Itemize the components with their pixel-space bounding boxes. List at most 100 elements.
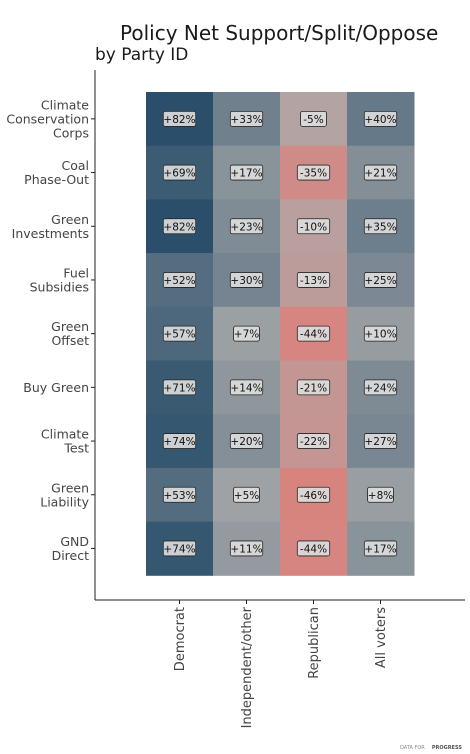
column-label: Republican bbox=[307, 607, 322, 679]
cell-label-box bbox=[363, 433, 398, 449]
cell-label-box bbox=[162, 110, 197, 127]
credit: DATA FOR PROGRESS bbox=[400, 734, 462, 753]
cell-value-label: +23% bbox=[230, 221, 262, 233]
cell-value-label: -22% bbox=[300, 436, 327, 448]
cell-value-label: -44% bbox=[300, 329, 327, 341]
row-label: Green bbox=[51, 212, 89, 227]
row-labels: ClimateConservationCorpsCoalPhase-OutGre… bbox=[6, 97, 89, 563]
cell-value-label: +7% bbox=[234, 329, 259, 341]
cell-value-label: +53% bbox=[163, 490, 195, 502]
cell-label-box bbox=[296, 272, 331, 288]
cell-value-label: +35% bbox=[364, 221, 396, 233]
cell-value-label: -35% bbox=[300, 168, 327, 180]
cell-value-label: +21% bbox=[364, 168, 396, 180]
cell-label-box bbox=[296, 218, 331, 235]
cell-value-label: +17% bbox=[230, 168, 262, 180]
row-label: Buy Green bbox=[23, 380, 89, 395]
cell-label-box bbox=[296, 325, 331, 342]
cell-value-label: +57% bbox=[163, 329, 195, 341]
cell-value-label: +5% bbox=[234, 490, 259, 502]
cell-value-label: +10% bbox=[364, 329, 396, 341]
row-label: Test bbox=[63, 441, 89, 456]
cell-label-box bbox=[162, 272, 197, 288]
column-label: Independent/other bbox=[240, 606, 255, 728]
row-label: Liability bbox=[40, 494, 89, 509]
row-label: Coal bbox=[61, 158, 89, 173]
cell-label-box bbox=[300, 110, 327, 127]
row-label: Offset bbox=[51, 333, 89, 348]
cell-label-box bbox=[162, 218, 197, 235]
cell-label-box bbox=[367, 486, 394, 503]
row-label: Subsidies bbox=[30, 279, 89, 294]
row-label: Green bbox=[51, 319, 89, 334]
cell-label-box bbox=[296, 486, 331, 503]
cell-label-box bbox=[233, 325, 260, 342]
axes bbox=[91, 70, 465, 604]
cell-label-box bbox=[162, 433, 197, 449]
cell-value-label: +74% bbox=[163, 436, 195, 448]
cell-value-label: +17% bbox=[364, 543, 396, 555]
row-label: GND bbox=[60, 534, 89, 549]
cell-value-label: +33% bbox=[230, 114, 262, 126]
row-label: Climate bbox=[41, 427, 89, 442]
cell-label-box bbox=[363, 379, 398, 396]
cell-value-label: -10% bbox=[300, 221, 327, 233]
cell-label-box bbox=[162, 325, 197, 342]
cell-value-label: +8% bbox=[368, 490, 393, 502]
column-label: Democrat bbox=[173, 607, 188, 671]
cell-label-box bbox=[296, 164, 331, 181]
cell-label-box bbox=[363, 272, 398, 288]
cell-value-label: +11% bbox=[230, 543, 262, 555]
cell-label-box bbox=[363, 218, 398, 235]
cell-value-label: +27% bbox=[364, 436, 396, 448]
cell-label-box bbox=[296, 379, 331, 396]
cell-value-label: +40% bbox=[364, 114, 396, 126]
cell-value-label: +69% bbox=[163, 168, 195, 180]
cell-label-box bbox=[363, 325, 398, 342]
cell-value-label: +25% bbox=[364, 275, 396, 287]
row-label: Fuel bbox=[63, 265, 89, 280]
credit-prefix: DATA FOR bbox=[400, 745, 425, 751]
row-label: Conservation bbox=[6, 111, 89, 126]
cell-value-label: +14% bbox=[230, 382, 262, 394]
row-label: Climate bbox=[41, 97, 89, 112]
cell-value-label: +82% bbox=[163, 114, 195, 126]
cell-label-box bbox=[162, 540, 197, 557]
cell-label-box bbox=[363, 110, 398, 127]
cell-label-box bbox=[363, 164, 398, 181]
row-label: Green bbox=[51, 480, 89, 495]
cell-label-box bbox=[229, 379, 264, 396]
chart-title: Policy Net Support/Split/Oppose bbox=[120, 21, 438, 45]
cell-label-box bbox=[229, 540, 264, 557]
cell-value-label: +24% bbox=[364, 382, 396, 394]
cell-label-box bbox=[229, 433, 264, 449]
row-label: Direct bbox=[52, 548, 90, 563]
cell-value-label: -13% bbox=[300, 275, 327, 287]
row-label: Phase-Out bbox=[24, 172, 89, 187]
cell-label-box bbox=[162, 486, 197, 503]
cell-label-box bbox=[162, 164, 197, 181]
cell-value-label: -5% bbox=[303, 114, 323, 126]
row-label: Investments bbox=[12, 226, 89, 241]
cell-label-box bbox=[363, 540, 398, 557]
cell-label-box bbox=[229, 218, 264, 235]
cell-value-label: +82% bbox=[163, 221, 195, 233]
row-label: Corps bbox=[53, 125, 89, 140]
credit-brand: PROGRESS bbox=[432, 745, 463, 751]
cell-value-label: -44% bbox=[300, 543, 327, 555]
cell-value-label: +30% bbox=[230, 275, 262, 287]
cell-label-box bbox=[229, 272, 264, 288]
cell-label-box bbox=[229, 164, 264, 181]
cell-label-box bbox=[296, 540, 331, 557]
cell-value-label: +74% bbox=[163, 543, 195, 555]
cell-label-box bbox=[229, 110, 264, 127]
cell-value-label: +71% bbox=[163, 382, 195, 394]
cell-value-label: +20% bbox=[230, 436, 262, 448]
column-label: All voters bbox=[374, 607, 389, 668]
cell-label-box bbox=[233, 486, 260, 503]
cell-value-label: -21% bbox=[300, 382, 327, 394]
cell-label-box bbox=[296, 433, 331, 449]
heatmap-cells: +82% +33% -5% +40% +69% +17% -35% +21% +82% +23% -… bbox=[146, 92, 415, 576]
cell-value-label: -46% bbox=[300, 490, 327, 502]
